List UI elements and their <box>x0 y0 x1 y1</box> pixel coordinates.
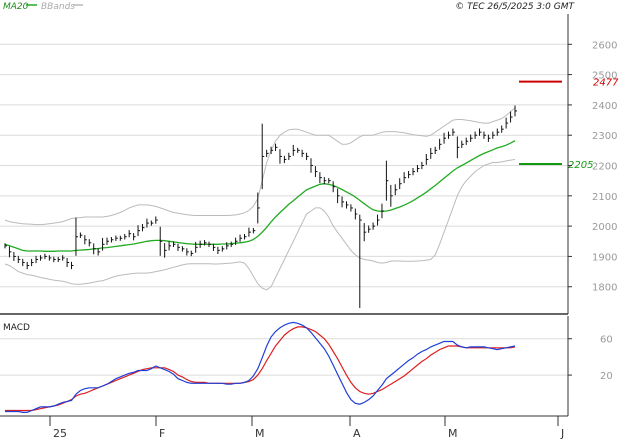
ma20-series <box>4 140 516 252</box>
macd-panel-title: MACD <box>3 323 30 333</box>
x-tick-label: J <box>560 427 564 440</box>
macd-series <box>5 321 516 413</box>
support-level-label: 2205 <box>568 160 593 171</box>
signal-line <box>5 326 516 412</box>
macd-line <box>5 321 516 413</box>
price-y-tick-label: 1900 <box>592 252 617 263</box>
bbands-upper-line <box>4 107 516 226</box>
price-y-tick-label: 2300 <box>592 131 617 142</box>
bollinger-bands <box>4 107 516 291</box>
x-axis-ticks: 25 F M A M J <box>49 416 564 440</box>
resistance-level-label: 2477 <box>593 78 619 89</box>
x-tick-label: M <box>448 427 458 440</box>
price-y-axis: 1800 1900 2000 2100 2200 2300 2400 2500 2600 <box>568 40 617 294</box>
price-gridlines <box>0 43 568 288</box>
macd-y-tick-label: 60 <box>600 335 613 346</box>
macd-gridlines <box>0 338 568 376</box>
price-y-tick-label: 2400 <box>592 101 617 112</box>
price-y-tick-label: 2600 <box>592 40 617 51</box>
copyright-label: © TEC 26/5/2025 3:0 GMT <box>455 2 575 12</box>
legend-bbands-label: BBands <box>41 2 75 12</box>
ma20-line <box>4 140 516 252</box>
bbands-lower-line <box>4 159 516 291</box>
price-y-tick-label: 2000 <box>592 222 617 233</box>
price-y-tick-label: 2200 <box>592 162 617 173</box>
x-tick-label: 25 <box>53 427 67 440</box>
price-y-tick-label: 2500 <box>592 71 617 82</box>
x-tick-label: F <box>159 427 165 440</box>
price-y-tick-label: 1800 <box>592 283 617 294</box>
macd-y-tick-label: 20 <box>600 371 613 382</box>
price-levels: 2477 2205 <box>519 78 619 171</box>
price-bars-series <box>4 105 517 308</box>
x-tick-label: A <box>353 427 361 440</box>
legend-ma20-label: MA20 <box>3 2 29 12</box>
x-tick-label: M <box>255 427 265 440</box>
price-y-tick-label: 2100 <box>592 192 617 203</box>
